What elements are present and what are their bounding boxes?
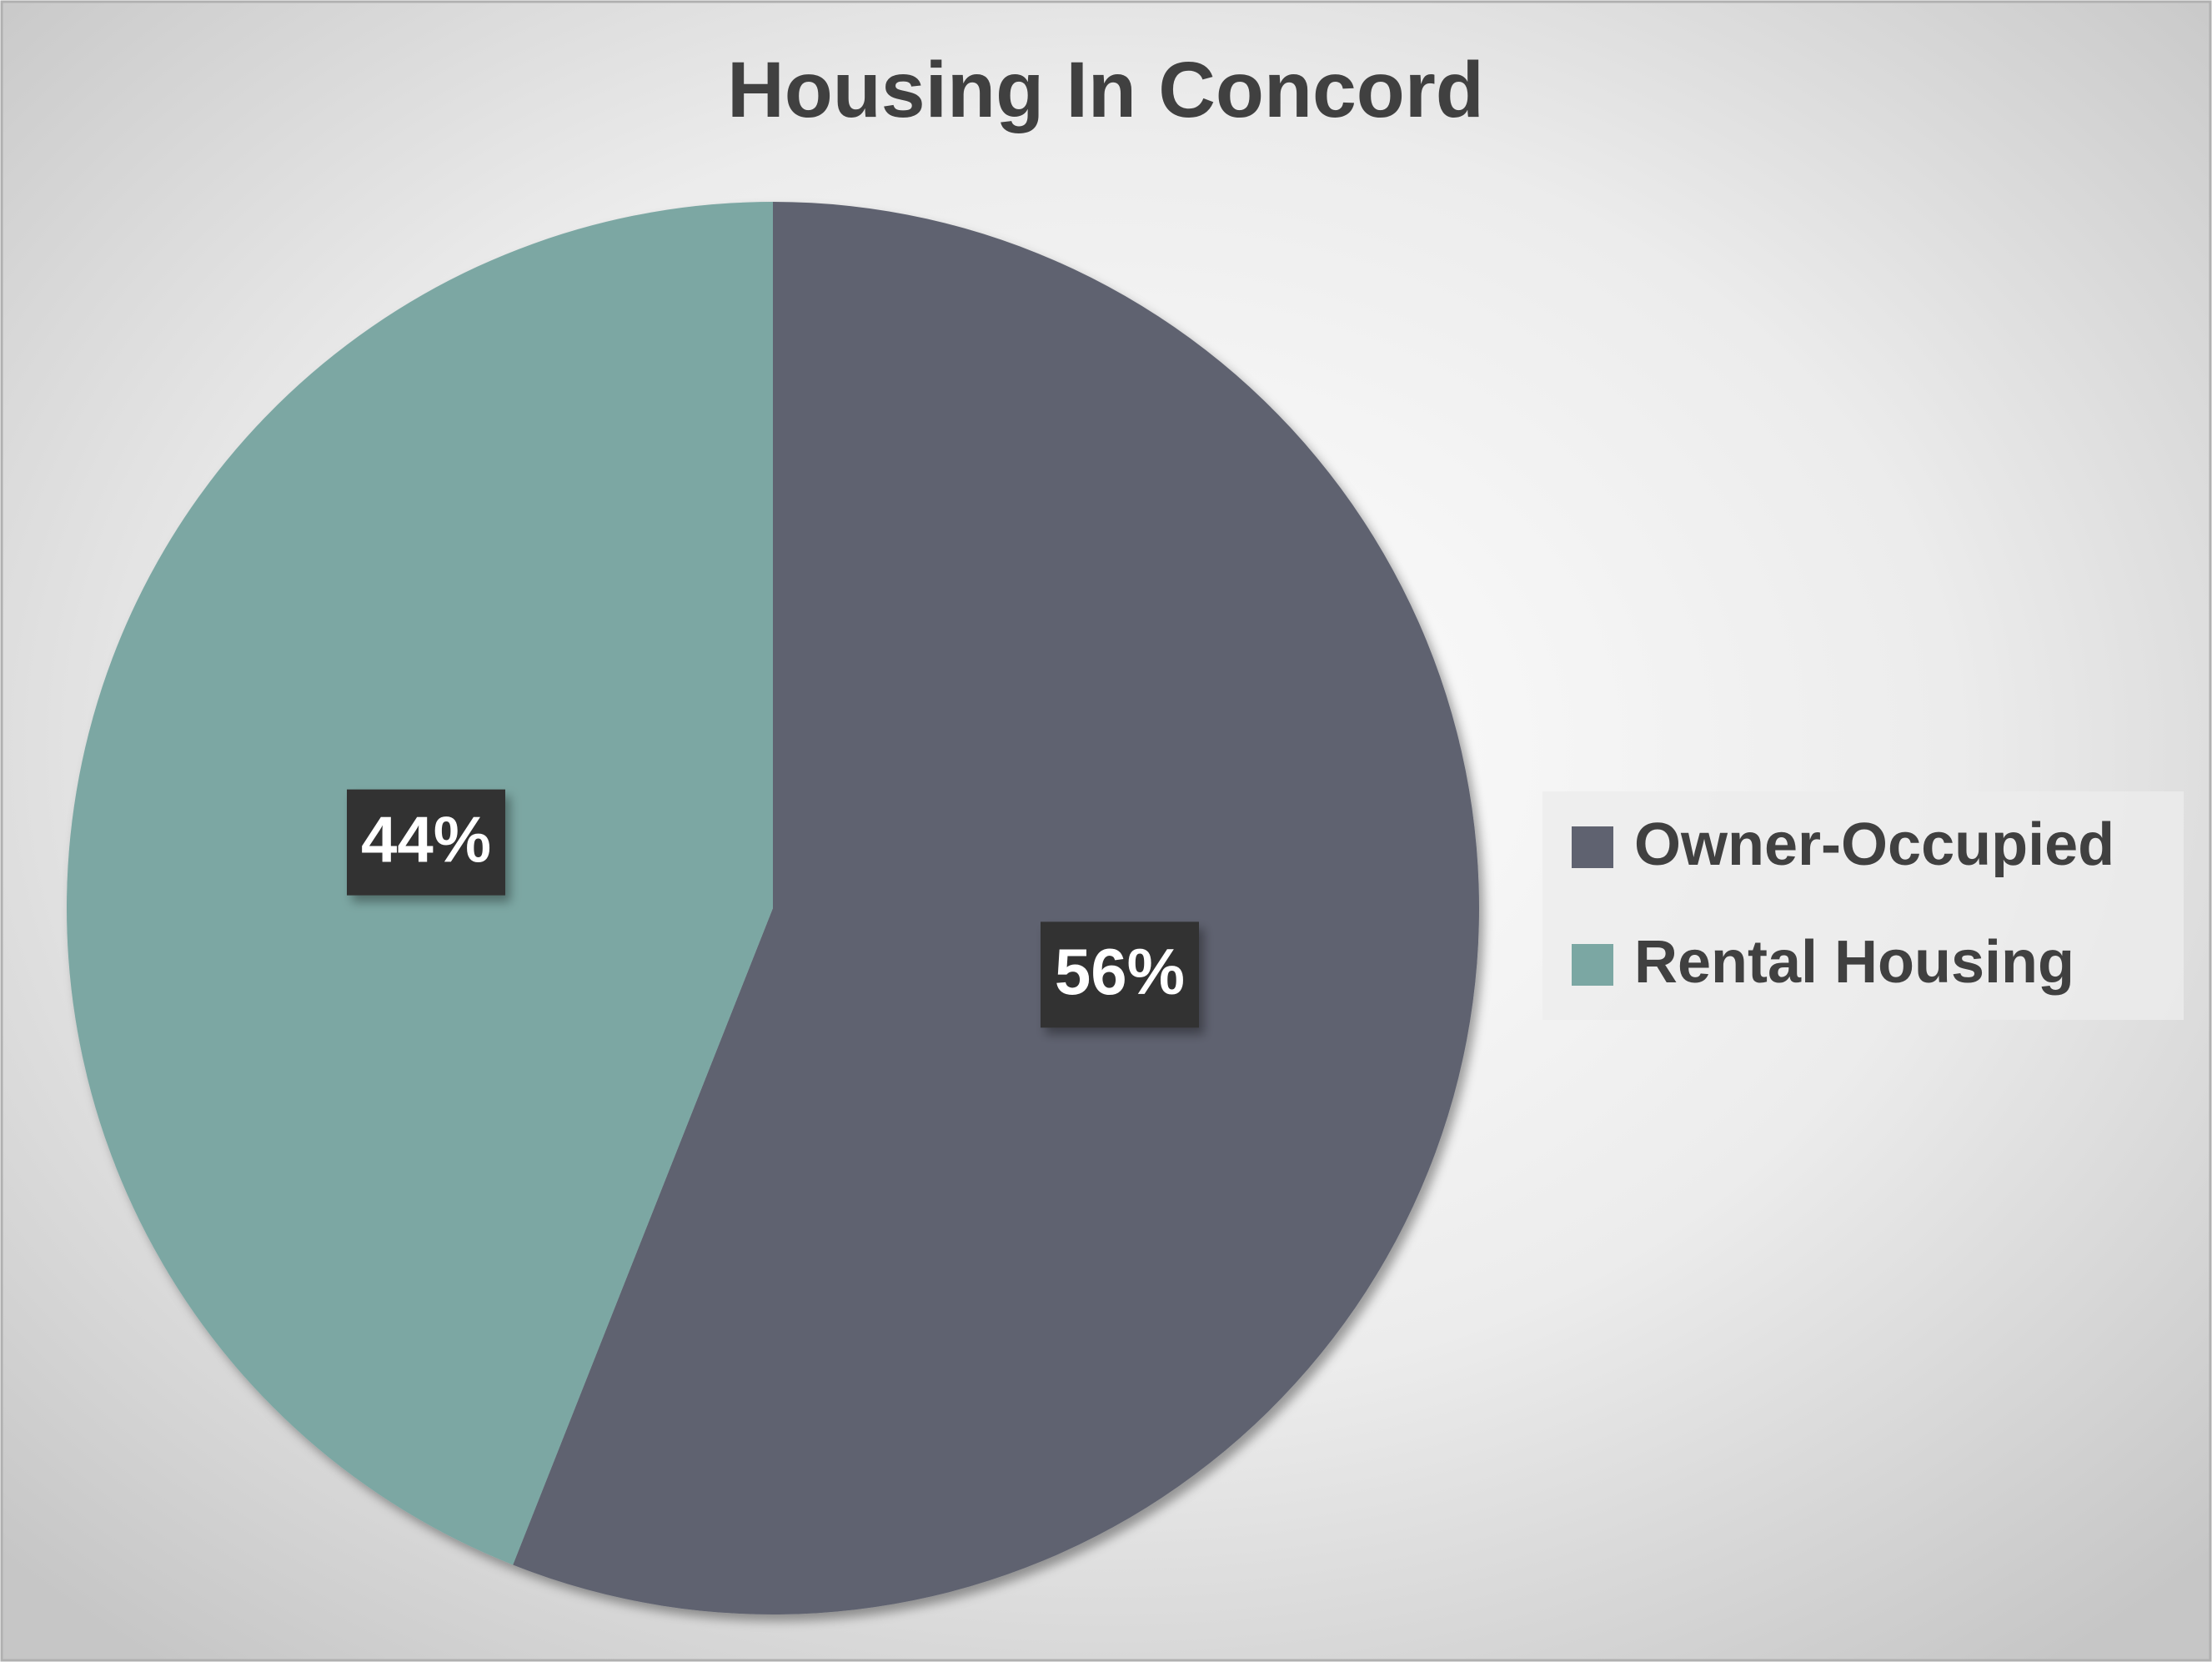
legend-label: Rental Housing xyxy=(1634,929,2074,996)
data-label: 44% xyxy=(361,802,491,876)
legend-swatch xyxy=(1572,944,1613,986)
data-label-box xyxy=(1040,921,1199,1028)
pie xyxy=(67,202,1480,1615)
data-label: 56% xyxy=(1055,935,1185,1008)
legend-box xyxy=(1542,791,2184,1020)
data-label-box xyxy=(347,789,506,896)
pie-slice xyxy=(513,202,1480,1615)
chart-title: Housing In Concord xyxy=(727,46,1484,134)
legend-label: Owner-Occupied xyxy=(1634,811,2114,878)
legend-swatch xyxy=(1572,826,1613,868)
